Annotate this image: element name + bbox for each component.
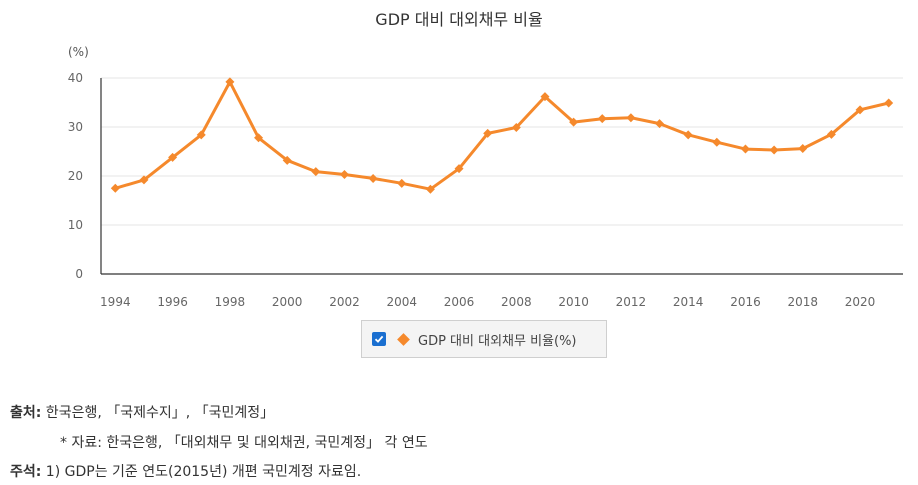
y-tick-labels: 0 10 20 30 40 [68,71,83,281]
data-point[interactable] [196,130,206,140]
source-note: 출처: 한국은행, 「국제수지」, 「국민계정」 [10,402,274,422]
data-point[interactable] [425,184,435,194]
y-tick-label: 0 [75,267,83,281]
data-point[interactable] [540,92,550,102]
legend: GDP 대비 대외채무 비율(%) [361,320,607,358]
source-text: 한국은행, 「국제수지」, 「국민계정」 [41,405,275,421]
x-tick-label: 2012 [616,295,647,309]
x-tick-label: 2004 [386,295,417,309]
data-point[interactable] [626,113,636,123]
source-label: 출처: [10,405,42,421]
data-source-note: * 자료: 한국은행, 「대외채무 및 대외채권, 국민계정」 각 연도 [60,432,428,452]
data-point[interactable] [368,173,378,183]
data-point[interactable] [683,130,693,140]
data-point[interactable] [855,105,865,115]
data-point[interactable] [655,119,665,129]
y-tick-label: 40 [68,71,83,85]
series-layer [110,77,894,194]
check-icon [374,335,384,343]
x-tick-labels: 1994 1996 1998 2000 2002 2004 2006 2008 2010 2012… [100,295,875,309]
x-tick-label: 2002 [329,295,360,309]
y-tick-label: 30 [68,120,83,134]
data-point[interactable] [311,167,321,177]
series-line [114,80,890,191]
chart-title: GDP 대비 대외채무 비율 [375,10,543,29]
grid-lines [101,77,903,226]
legend-label[interactable]: GDP 대비 대외채무 비율(%) [418,333,577,349]
x-tick-label: 2018 [787,295,818,309]
x-tick-label: 1994 [100,295,131,309]
data-point[interactable] [454,164,464,174]
line-chart: 0 10 20 30 40 1994 1996 1998 2000 2002 2004 2006 20… [68,45,903,309]
y-tick-label: 10 [68,218,83,232]
y-tick-label: 20 [68,169,83,183]
data-point[interactable] [168,152,178,162]
data-point[interactable] [569,117,579,127]
data-point[interactable] [769,145,779,155]
data-point[interactable] [339,170,349,180]
y-axis-unit: (%) [68,45,89,59]
data-point[interactable] [740,144,750,154]
data-point[interactable] [712,137,722,147]
footnote: 주석: 1) GDP는 기준 연도(2015년) 개편 국민계정 자료임. [10,461,361,481]
note-label: 주석: [10,464,42,480]
data-source-text: * 자료: 한국은행, 「대외채무 및 대외채권, 국민계정」 각 연도 [60,435,428,451]
x-tick-label: 1998 [215,295,246,309]
data-point[interactable] [397,178,407,188]
x-tick-label: 1996 [157,295,188,309]
data-point[interactable] [597,114,607,124]
data-point[interactable] [884,98,894,108]
legend-checkbox[interactable] [372,332,386,346]
x-tick-label: 2010 [558,295,589,309]
data-point[interactable] [826,129,836,139]
data-point[interactable] [254,133,264,143]
x-tick-label: 2014 [673,295,704,309]
data-point[interactable] [282,155,292,165]
data-point[interactable] [139,175,149,185]
x-tick-label: 2006 [444,295,475,309]
data-point[interactable] [798,144,808,154]
data-point[interactable] [110,183,120,193]
x-tick-label: 2016 [730,295,761,309]
data-point[interactable] [225,77,235,87]
x-tick-label: 2008 [501,295,532,309]
axes [100,78,903,275]
data-point[interactable] [483,128,493,138]
note-text: 1) GDP는 기준 연도(2015년) 개편 국민계정 자료임. [41,464,362,480]
x-tick-label: 2020 [845,295,876,309]
x-tick-label: 2000 [272,295,303,309]
data-point[interactable] [511,122,521,132]
diamond-marker-icon [397,332,410,346]
